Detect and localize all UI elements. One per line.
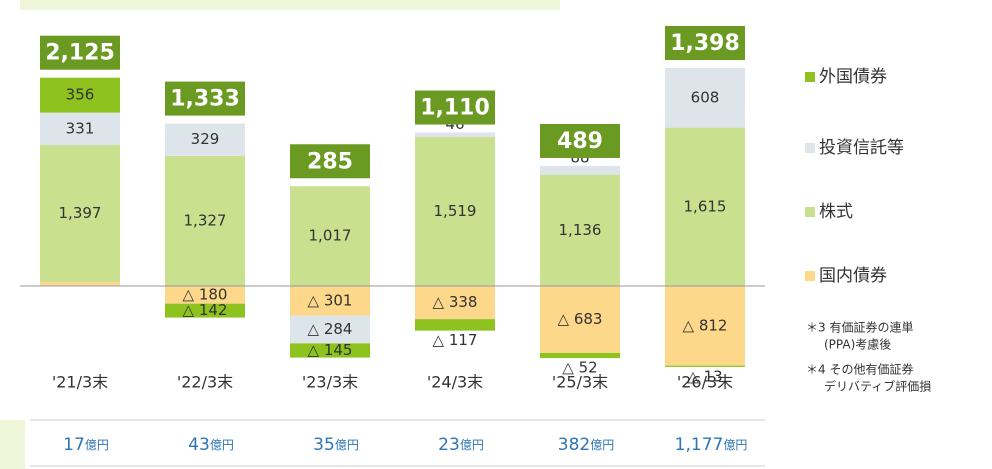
bar-segment xyxy=(165,123,245,156)
data-label: 1,327 xyxy=(184,211,227,229)
bottom-number: 382 xyxy=(558,435,590,455)
bar-segment xyxy=(665,365,745,367)
bar-segment xyxy=(415,132,495,138)
bar-segment xyxy=(290,286,370,316)
note: (PPA)考慮後 xyxy=(824,338,891,352)
bar-segment xyxy=(290,186,370,286)
total-box xyxy=(40,35,120,70)
top-band xyxy=(20,0,560,10)
legend-label: 株式 xyxy=(819,202,853,222)
note: デリバティブ評価損 xyxy=(824,379,931,394)
data-label: 331 xyxy=(66,119,95,137)
bar-segment xyxy=(290,343,370,358)
total-label: 1,110 xyxy=(420,96,490,121)
bottom-value: 382億円 xyxy=(558,435,614,455)
bar-segment xyxy=(40,112,120,146)
data-label: △ 812 xyxy=(683,316,728,334)
data-label: △ 145 xyxy=(308,341,353,359)
x-tick-label: '24/3末 xyxy=(427,373,483,392)
data-label: 1,136 xyxy=(559,221,602,239)
data-label: △ 142 xyxy=(183,301,228,319)
bottom-unit: 億円 xyxy=(723,438,747,452)
total-label: 1,398 xyxy=(670,31,740,56)
bottom-band xyxy=(0,420,25,469)
legend-swatch xyxy=(805,72,815,82)
bottom-unit: 億円 xyxy=(335,438,359,452)
bar-segment xyxy=(415,137,495,286)
legend-swatch xyxy=(805,207,815,217)
bar-segment xyxy=(540,286,620,353)
legend-label: 投資信託等 xyxy=(819,138,904,158)
total-box xyxy=(665,26,745,60)
x-tick-label: '26/3末 xyxy=(677,373,733,392)
data-label: 1,519 xyxy=(434,202,477,220)
legend-swatch xyxy=(805,271,815,281)
x-tick-label: '23/3末 xyxy=(302,373,358,392)
bar-segment xyxy=(40,282,120,286)
bottom-number: 23 xyxy=(438,435,460,455)
data-label: △ 180 xyxy=(183,285,228,303)
x-tick-label: '22/3末 xyxy=(177,373,233,392)
data-label: △ 683 xyxy=(558,310,603,328)
data-label: 608 xyxy=(691,88,720,106)
data-label: △ 13 xyxy=(687,367,722,385)
total-box xyxy=(540,123,620,158)
bottom-number: 17 xyxy=(63,435,85,455)
legend-swatch xyxy=(805,143,815,153)
note: ＊4 その他有価証券 xyxy=(806,362,913,377)
data-label: △ 117 xyxy=(433,331,478,349)
total-label: 2,125 xyxy=(45,41,115,66)
bottom-unit: 億円 xyxy=(85,438,109,452)
bar-segment xyxy=(665,68,745,128)
bottom-unit: 億円 xyxy=(460,438,484,452)
bar-segment xyxy=(40,145,120,283)
total-label: 285 xyxy=(307,149,353,174)
note: ＊3 有価証券の連単 xyxy=(806,320,913,335)
x-tick-label: '21/3末 xyxy=(52,373,108,392)
bar-segment xyxy=(415,286,495,320)
bar-segment xyxy=(665,127,745,286)
data-label: 1,397 xyxy=(59,204,102,222)
bottom-unit: 億円 xyxy=(590,438,614,452)
total-label: 1,333 xyxy=(170,87,240,112)
bottom-value: 35億円 xyxy=(313,435,359,455)
data-label: △ 52 xyxy=(562,359,597,377)
bar-segment xyxy=(165,155,245,286)
bar-segment xyxy=(290,315,370,344)
x-tick-label: '25/3末 xyxy=(552,373,608,392)
total-label: 489 xyxy=(557,129,603,154)
data-label: △ 284 xyxy=(308,320,353,338)
bar-segment xyxy=(540,352,620,359)
bar-segment xyxy=(165,303,245,318)
data-label: 356 xyxy=(66,86,95,104)
total-box xyxy=(165,81,245,116)
legend-label: 国内債券 xyxy=(819,266,887,286)
data-label: 329 xyxy=(191,130,220,148)
bottom-value: 1,177億円 xyxy=(675,435,748,455)
bar-segment xyxy=(665,286,745,366)
bottom-value: 23億円 xyxy=(438,435,484,455)
total-box xyxy=(290,144,370,179)
bottom-unit: 億円 xyxy=(210,438,234,452)
data-label: △ 338 xyxy=(433,293,478,311)
data-label: 1,615 xyxy=(684,197,727,215)
bottom-number: 43 xyxy=(188,435,210,455)
bar-segment xyxy=(540,174,620,286)
bottom-value: 43億円 xyxy=(188,435,234,455)
bar-segment xyxy=(540,165,620,175)
bottom-number: 1,177 xyxy=(675,435,724,455)
data-label: △ 301 xyxy=(308,291,353,309)
total-box xyxy=(415,90,495,125)
legend-label: 外国債券 xyxy=(819,67,887,87)
bottom-number: 35 xyxy=(313,435,335,455)
bottom-value: 17億円 xyxy=(63,435,109,455)
bar-segment xyxy=(165,286,245,304)
bar-segment xyxy=(40,77,120,113)
bar-segment xyxy=(415,319,495,331)
data-label: 1,017 xyxy=(309,227,352,245)
